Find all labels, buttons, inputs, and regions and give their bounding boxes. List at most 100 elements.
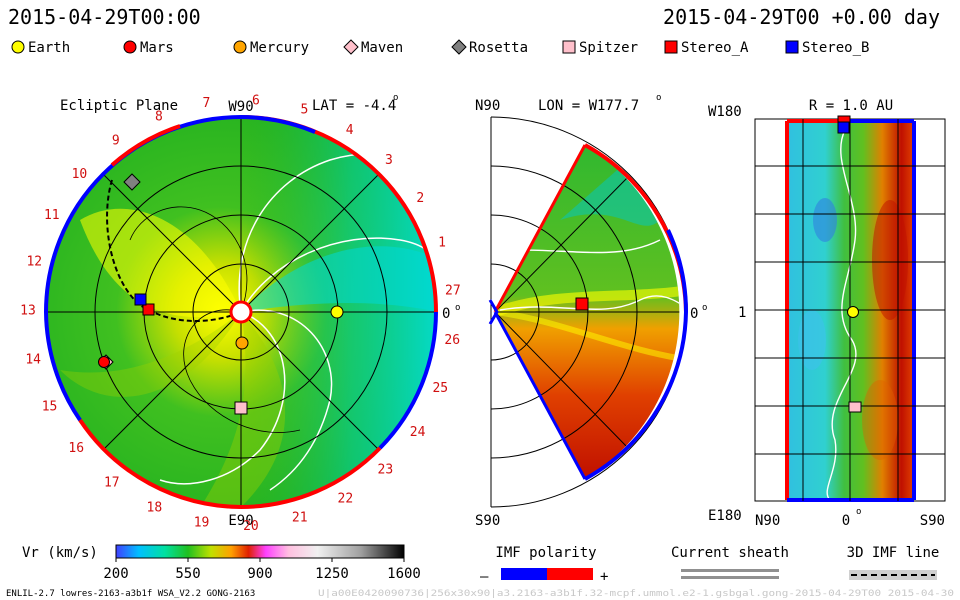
mercury-marker bbox=[235, 336, 249, 350]
meridional-right-label: 0 bbox=[690, 306, 698, 322]
legend-item-earth: Earth bbox=[11, 40, 70, 56]
legend-label: Spitzer bbox=[579, 40, 638, 56]
radial-x-label-right: S90 bbox=[920, 513, 945, 529]
carrington-label: 16 bbox=[68, 441, 84, 456]
carrington-label: 21 bbox=[292, 511, 308, 526]
carrington-label: 19 bbox=[194, 515, 210, 530]
carrington-label: 18 bbox=[147, 501, 163, 516]
legend-label: Earth bbox=[28, 40, 70, 56]
carrington-label: 15 bbox=[42, 399, 58, 414]
colorbar-scale bbox=[115, 544, 405, 559]
carrington-label: 5 bbox=[301, 103, 309, 118]
carrington-label: 3 bbox=[385, 153, 393, 168]
legend-label: Maven bbox=[361, 40, 403, 56]
lon-label: LON = W177.7 bbox=[538, 98, 639, 114]
current-sheath-label: Current sheath bbox=[671, 545, 789, 561]
carrington-label: 8 bbox=[155, 109, 163, 124]
carrington-label: 22 bbox=[338, 492, 354, 507]
carrington-label: 9 bbox=[112, 134, 120, 149]
colorbar-tick-label: 1600 bbox=[387, 566, 421, 582]
lat-label: LAT = -4.4 bbox=[312, 98, 396, 114]
stereo-a-marker bbox=[142, 303, 155, 316]
rosetta-legend-icon bbox=[451, 39, 467, 55]
imf-line-legend: 3D IMF line bbox=[847, 545, 940, 580]
negative-polarity-swatch bbox=[501, 568, 547, 580]
stereo-b-legend-icon bbox=[785, 40, 799, 54]
colorbar: Vr (km/s) 200 550 900 1250 1600 bbox=[22, 544, 421, 582]
footer-left: ENLIL-2.7 lowres-2163-a3b1f WSA_V2.2 GON… bbox=[6, 589, 255, 599]
carrington-label: 4 bbox=[346, 123, 354, 138]
spitzer-legend-icon bbox=[562, 40, 576, 54]
spitzer-marker bbox=[234, 401, 248, 415]
stereo-b-marker bbox=[134, 293, 147, 306]
mercury-legend-icon bbox=[233, 40, 247, 54]
radial-top-label: W180 bbox=[708, 104, 742, 120]
legend-item-stereo-a: Stereo_A bbox=[664, 40, 749, 56]
mars-legend-icon bbox=[123, 40, 137, 54]
imf-minus: – bbox=[480, 569, 489, 585]
current-sheath-legend: Current sheath bbox=[671, 545, 789, 579]
stereo-a-legend-icon bbox=[664, 40, 678, 54]
degree-symbol: o bbox=[656, 93, 661, 103]
ecliptic-title: Ecliptic Plane bbox=[60, 98, 178, 114]
ecliptic-top-label: W90 bbox=[228, 99, 253, 115]
legend-item-spitzer: Spitzer bbox=[562, 40, 638, 56]
sun-marker bbox=[229, 300, 253, 324]
legend: Earth Mars Mercury Maven Rosetta Spitzer Stere… bbox=[11, 39, 869, 56]
carrington-label: 23 bbox=[378, 463, 394, 478]
earth-radial-marker bbox=[847, 306, 859, 318]
legend-label: Stereo_B bbox=[802, 40, 869, 56]
carrington-label: 12 bbox=[26, 254, 42, 269]
carrington-label: 24 bbox=[410, 425, 426, 440]
carrington-label: 1 bbox=[438, 235, 446, 250]
imf-line-label: 3D IMF line bbox=[847, 545, 940, 561]
legend-label: Stereo_A bbox=[681, 40, 749, 56]
colorbar-label: Vr (km/s) bbox=[22, 545, 98, 561]
radial-bottom-label: E180 bbox=[708, 508, 742, 524]
degree-symbol: o bbox=[702, 303, 707, 313]
stereo-b-radial-marker bbox=[837, 121, 850, 134]
ecliptic-plane-panel: Ecliptic Plane W90 E90 0 o LAT = -4.4 o … bbox=[20, 93, 460, 534]
ecliptic-bottom-label: E90 bbox=[228, 513, 253, 529]
radial-x-label-mid: 0 bbox=[842, 513, 850, 529]
carrington-label: 27 bbox=[445, 284, 461, 299]
meridional-panel: N90 S90 0 o LON = W177.7 o bbox=[475, 93, 707, 529]
radial-title: R = 1.0 AU bbox=[809, 98, 893, 114]
positive-polarity-swatch bbox=[547, 568, 593, 580]
datetime-right: 2015-04-29T00 +0.00 day bbox=[663, 5, 940, 29]
colorbar-tick-label: 900 bbox=[247, 566, 272, 582]
carrington-label: 17 bbox=[104, 475, 120, 490]
legend-label: Mars bbox=[140, 40, 174, 56]
carrington-label: 13 bbox=[20, 304, 36, 319]
colorbar-tick-label: 1250 bbox=[315, 566, 349, 582]
stereo-a-meridional-marker bbox=[575, 297, 589, 311]
carrington-label: 20 bbox=[243, 519, 259, 534]
carrington-label: 26 bbox=[444, 333, 460, 348]
carrington-label: 2 bbox=[416, 191, 424, 206]
maven-legend-icon bbox=[343, 39, 359, 55]
carrington-label: 7 bbox=[203, 96, 211, 111]
rosetta-marker bbox=[123, 173, 141, 191]
degree-symbol: o bbox=[393, 93, 398, 103]
degree-symbol: o bbox=[455, 303, 460, 313]
footer-right: U|a00E0420090736|256x30x90|a3.2163-a3b1f… bbox=[318, 589, 954, 599]
datetime-left: 2015-04-29T00:00 bbox=[8, 5, 201, 29]
radial-panel: R = 1.0 AU W180 E180 1 N90 0 o S90 bbox=[708, 98, 946, 529]
earth-legend-icon bbox=[11, 40, 25, 54]
colorbar-tick-label: 200 bbox=[103, 566, 128, 582]
imf-polarity-legend: IMF polarity – + bbox=[480, 545, 608, 585]
degree-symbol: o bbox=[856, 507, 861, 517]
radial-mid-label: 1 bbox=[738, 305, 746, 321]
meridional-bottom-label: S90 bbox=[475, 513, 500, 529]
legend-item-rosetta: Rosetta bbox=[451, 39, 528, 56]
legend-item-maven: Maven bbox=[343, 39, 403, 56]
legend-item-mercury: Mercury bbox=[233, 40, 309, 56]
spitzer-radial-marker bbox=[848, 401, 862, 413]
meridional-top-label: N90 bbox=[475, 98, 500, 114]
legend-label: Rosetta bbox=[469, 40, 528, 56]
earth-marker bbox=[330, 305, 344, 319]
legend-item-mars: Mars bbox=[123, 40, 174, 56]
imf-plus: + bbox=[600, 569, 608, 585]
